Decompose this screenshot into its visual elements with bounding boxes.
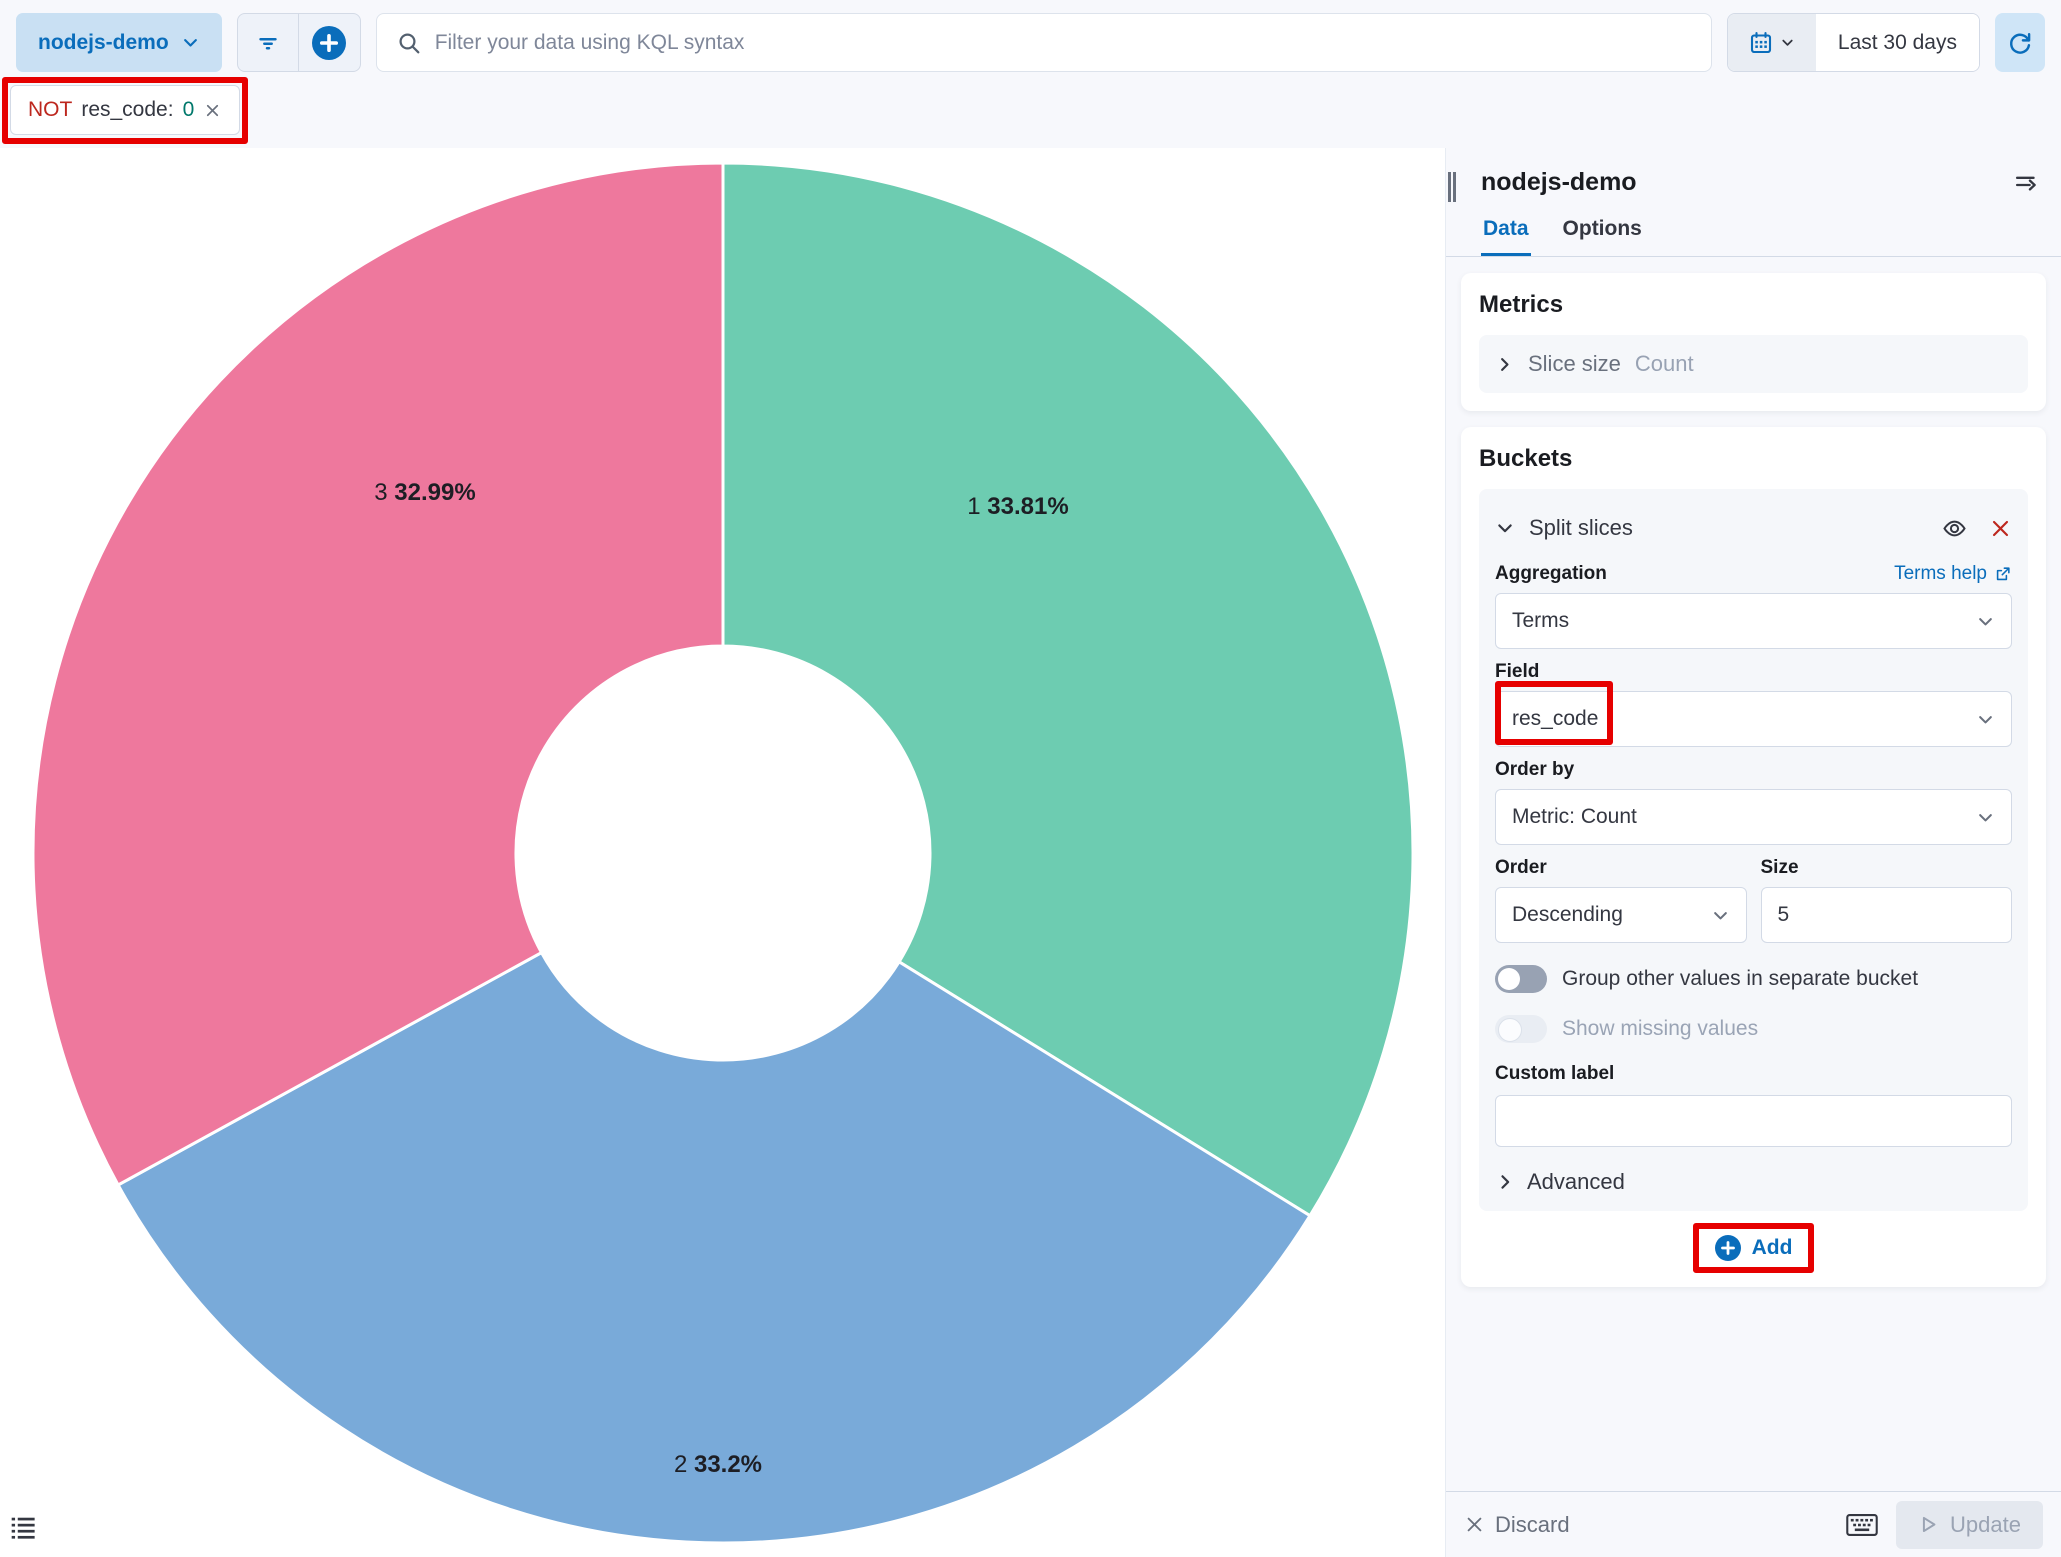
discard-button[interactable]: Discard (1464, 1512, 1570, 1538)
order-select-value: Descending (1512, 903, 1623, 927)
metric-label: Slice size (1528, 351, 1621, 377)
top-bar: nodejs-demo (0, 0, 2061, 148)
toggle-switch (1495, 1015, 1547, 1043)
chevron-right-icon (1495, 1172, 1515, 1192)
close-icon (1464, 1514, 1485, 1535)
date-picker: Last 30 days (1727, 13, 1980, 72)
advanced-accordion[interactable]: Advanced (1495, 1169, 2012, 1195)
plus-circle-icon (312, 26, 346, 60)
order-by-select[interactable]: Metric: Count (1495, 789, 2012, 845)
list-icon (10, 1514, 37, 1541)
toggle-bucket-visibility-button[interactable] (1942, 516, 1967, 541)
order-by-select-value: Metric: Count (1512, 805, 1637, 829)
collapse-panel-button[interactable] (2014, 170, 2039, 195)
field-select[interactable]: res_code (1495, 691, 2012, 747)
editor-body: Metrics Slice size Count Buckets (1446, 257, 2061, 1491)
keyboard-shortcut-icon (1846, 1513, 1878, 1537)
bucket-actions (1942, 516, 2012, 541)
custom-label-input[interactable] (1495, 1095, 2012, 1147)
filter-pill-negate: NOT (28, 98, 72, 122)
size-label: Size (1761, 857, 1799, 879)
query-bar-row: nodejs-demo (0, 0, 2061, 72)
add-bucket-button[interactable]: Add (1699, 1227, 1809, 1269)
eye-icon (1942, 516, 1967, 541)
filter-group (237, 13, 361, 72)
search-icon (397, 31, 421, 55)
add-filter-button[interactable] (299, 14, 360, 71)
order-select[interactable]: Descending (1495, 887, 1747, 943)
time-range-button[interactable]: Last 30 days (1816, 14, 1979, 71)
panel-resize-handle[interactable] (1448, 172, 1456, 202)
metric-slice-size-row[interactable]: Slice size Count (1479, 335, 2028, 393)
filter-pill[interactable]: NOT res_code: 0 (10, 85, 240, 135)
data-view-picker-button[interactable]: nodejs-demo (16, 13, 222, 72)
terms-help-link[interactable]: Terms help (1894, 563, 2012, 585)
search-input[interactable] (435, 31, 1691, 55)
split-slices-row: Split slices (1495, 505, 2012, 551)
field-label: Field (1495, 661, 1539, 683)
editor-footer: Discard Update (1446, 1491, 2061, 1557)
kql-search-bar (376, 13, 1712, 72)
show-missing-toggle: Show missing values (1495, 1015, 2012, 1043)
chevron-right-icon (1495, 355, 1514, 374)
order-by-label: Order by (1495, 759, 1574, 781)
remove-bucket-button[interactable] (1989, 517, 2012, 540)
remove-filter-icon[interactable] (203, 101, 222, 120)
calendar-icon (1749, 31, 1773, 55)
filter-bar: NOT res_code: 0 (0, 72, 2061, 135)
close-icon (1989, 517, 2012, 540)
aggregation-select[interactable]: Terms (1495, 593, 2012, 649)
metrics-heading: Metrics (1479, 291, 2028, 319)
aggregation-label: Aggregation (1495, 563, 1607, 585)
plus-circle-icon (1715, 1235, 1741, 1261)
pie-slice-label: 1 33.81% (967, 493, 1068, 520)
chevron-down-icon (1976, 710, 1995, 729)
buckets-heading: Buckets (1479, 445, 2028, 473)
chevron-down-icon[interactable] (1495, 518, 1515, 538)
panel-header: nodejs-demo (1446, 148, 2061, 201)
play-icon (1918, 1514, 1939, 1535)
filter-pill-field: res_code: (81, 98, 173, 122)
filter-fields-button[interactable] (238, 14, 299, 71)
filter-icon (256, 31, 280, 55)
custom-label-label: Custom label (1495, 1063, 1614, 1085)
tab-options[interactable]: Options (1561, 211, 1644, 256)
split-slices-label[interactable]: Split slices (1529, 515, 1928, 541)
tab-data[interactable]: Data (1481, 211, 1531, 256)
buckets-card: Buckets Split slices (1461, 427, 2046, 1287)
aggregation-select-value: Terms (1512, 609, 1569, 633)
metric-value: Count (1635, 351, 1694, 377)
pie-slice-label: 3 32.99% (374, 479, 475, 506)
filter-pill-value: 0 (183, 98, 195, 122)
toggle-switch[interactable] (1495, 965, 1547, 993)
refresh-icon (2007, 30, 2033, 56)
panel-title: nodejs-demo (1481, 168, 1637, 197)
date-picker-calendar-button[interactable] (1728, 14, 1816, 71)
group-other-toggle[interactable]: Group other values in separate bucket (1495, 965, 2012, 993)
menu-right-icon (2014, 170, 2039, 195)
metrics-card: Metrics Slice size Count (1461, 273, 2046, 411)
external-link-icon (1994, 565, 2012, 583)
size-input[interactable] (1761, 887, 2013, 943)
update-button[interactable]: Update (1896, 1501, 2043, 1549)
chevron-down-icon (181, 33, 200, 52)
pie-slice-label: 2 33.2% (674, 1451, 762, 1478)
field-select-value: res_code (1512, 707, 1598, 731)
visualization-editor-panel: nodejs-demo Data Options Metrics (1445, 148, 2061, 1557)
order-label: Order (1495, 857, 1547, 879)
donut-chart: 1 33.81% 2 33.2% 3 32.99% (0, 148, 1445, 1557)
legend-toggle-button[interactable] (10, 1514, 37, 1541)
chart-area: 1 33.81% 2 33.2% 3 32.99% (0, 148, 1445, 1557)
data-view-name: nodejs-demo (38, 31, 169, 55)
refresh-button[interactable] (1995, 13, 2045, 72)
chevron-down-icon (1711, 906, 1730, 925)
chevron-down-icon (1780, 35, 1795, 50)
editor-tabs: Data Options (1446, 201, 2061, 257)
bucket-editor: Split slices (1479, 489, 2028, 1211)
chevron-down-icon (1976, 808, 1995, 827)
chevron-down-icon (1976, 612, 1995, 631)
